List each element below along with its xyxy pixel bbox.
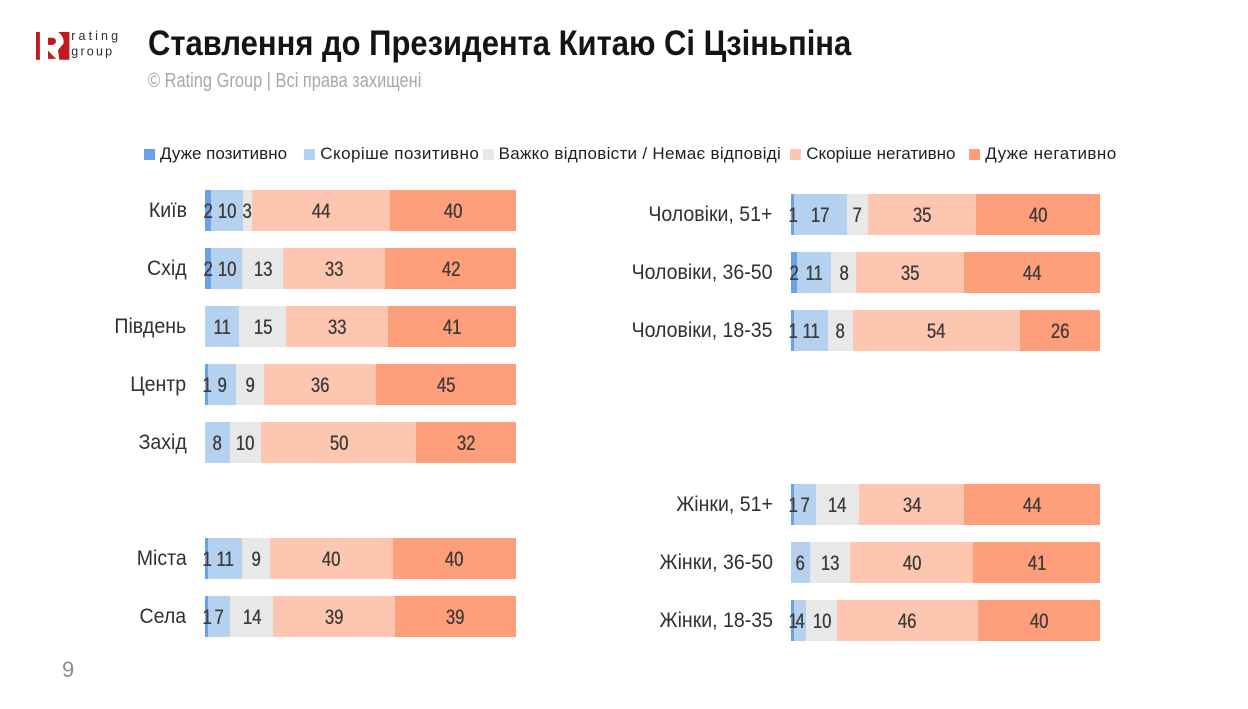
svg-text:rating: rating xyxy=(71,29,121,43)
svg-text:group: group xyxy=(71,45,114,59)
